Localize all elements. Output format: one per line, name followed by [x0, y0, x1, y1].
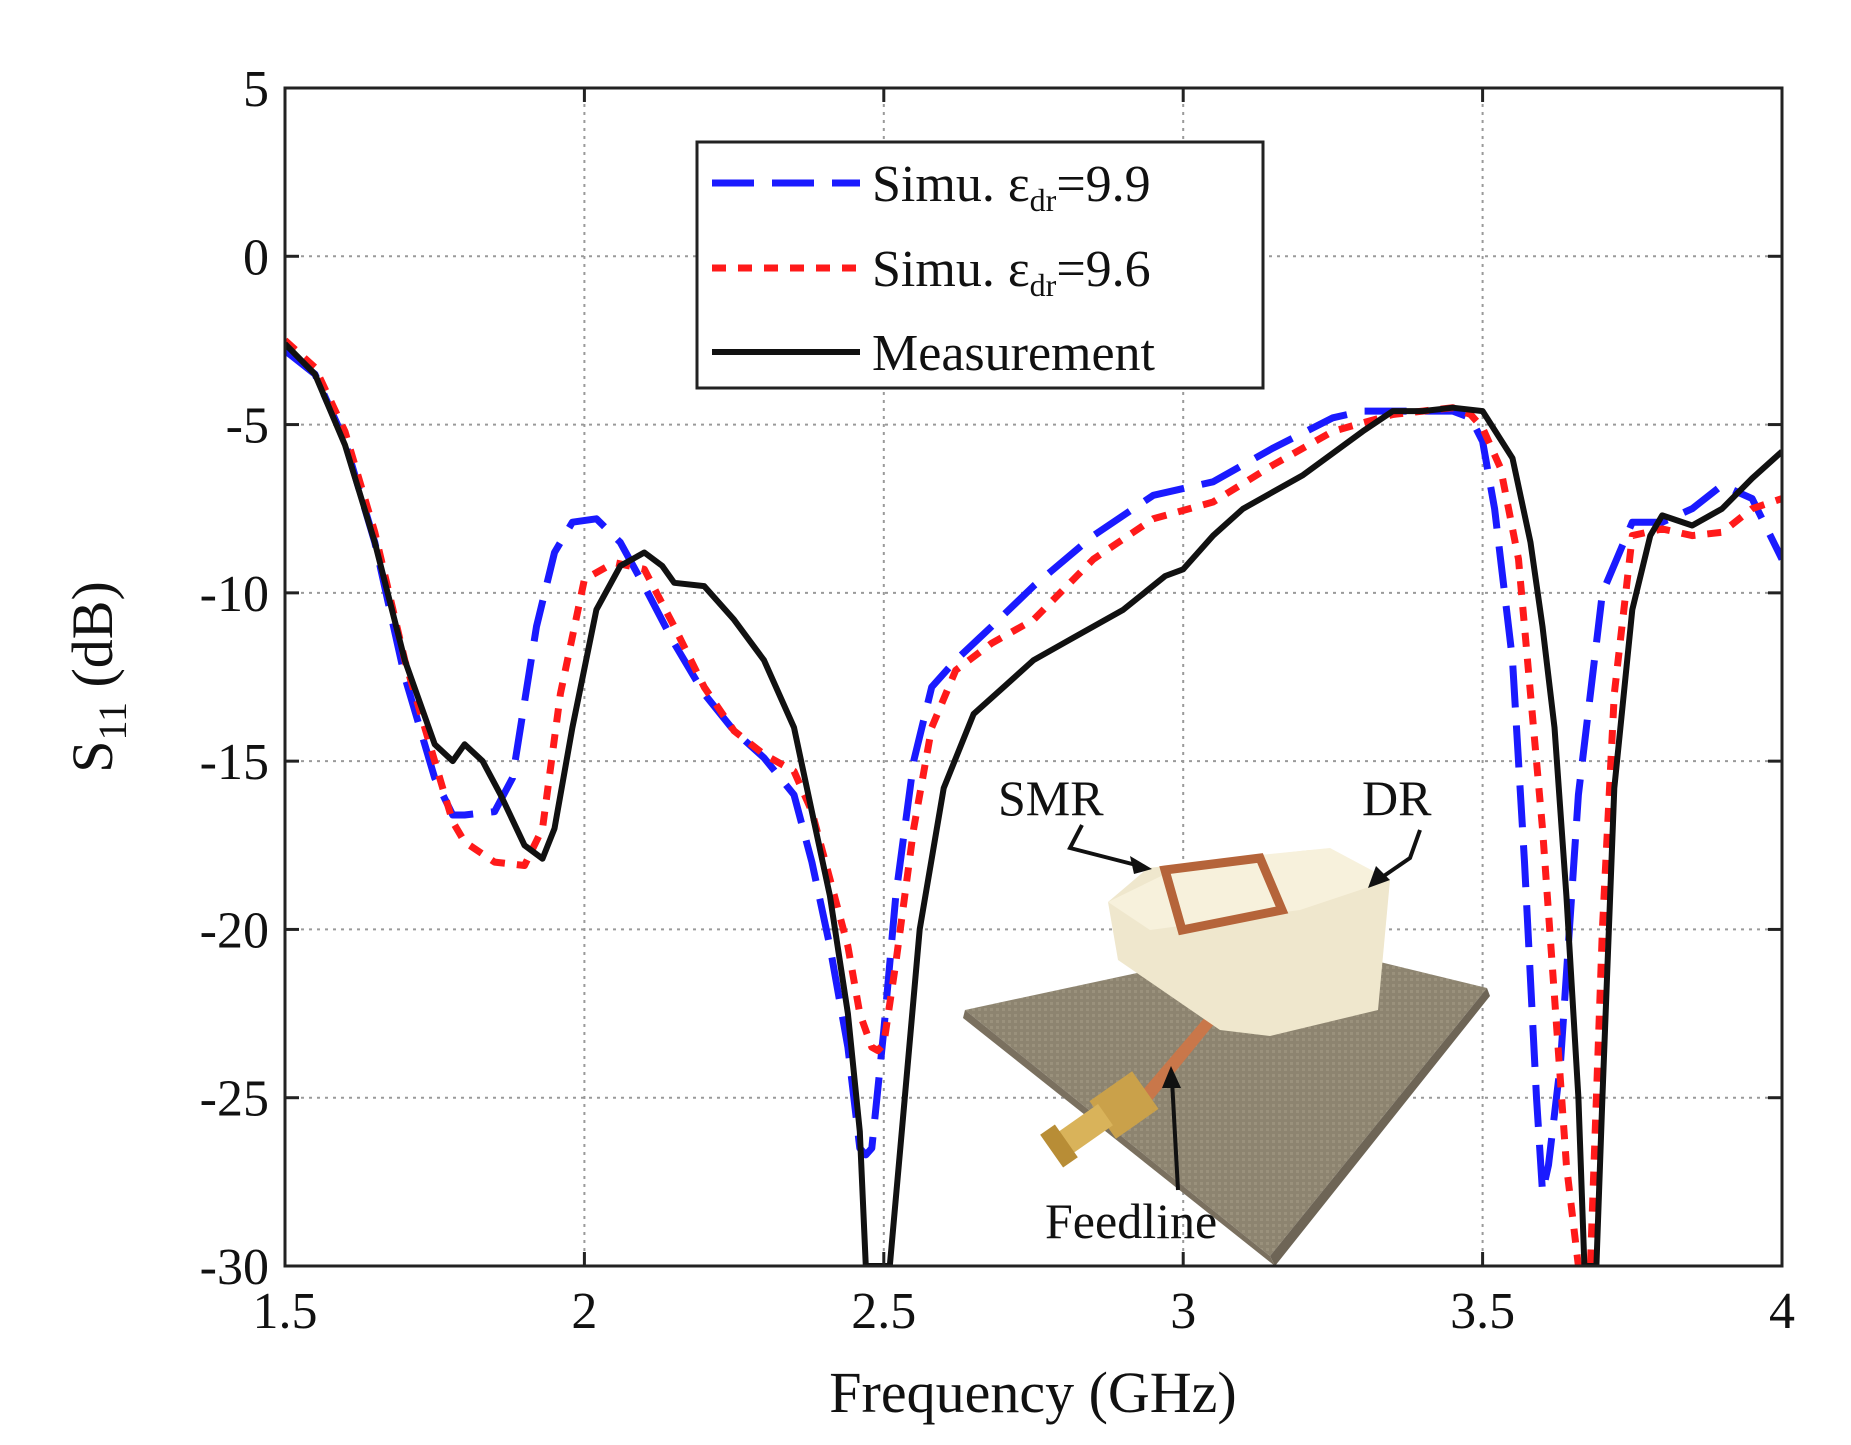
series-group	[285, 337, 1782, 1266]
y-tick-label: -20	[200, 902, 269, 959]
series-line-2	[285, 337, 1782, 1266]
y-tick-label: -5	[226, 398, 269, 455]
legend-label-sub: dr	[1030, 182, 1057, 218]
legend-label-tail: =9.9	[1056, 156, 1150, 213]
x-tick-label: 1.5	[253, 1283, 318, 1340]
series-line-3	[285, 341, 1782, 1266]
y-tick-label: -25	[200, 1071, 269, 1128]
feedline-arrow	[1170, 1079, 1180, 1191]
dr-label: DR	[1362, 770, 1432, 826]
y-tick-label: -15	[200, 734, 269, 791]
feedline-label: Feedline	[1045, 1193, 1217, 1249]
y-axis-title: S11 (dB)	[60, 581, 135, 773]
x-tick-label: 3	[1170, 1283, 1196, 1340]
antenna-photo-inset: SMR DR Feedline	[963, 770, 1490, 1266]
legend-label-3: Measurement	[872, 325, 1156, 382]
legend-label-tail: =9.6	[1056, 241, 1150, 298]
legend-label-sub: dr	[1030, 267, 1057, 303]
y-axis-title-unit: (dB)	[60, 581, 125, 702]
x-axis-title: Frequency (GHz)	[829, 1360, 1236, 1425]
axes-frame	[283, 86, 1784, 1268]
y-tick-label: -10	[200, 566, 269, 623]
dr-arrow	[1376, 829, 1422, 882]
smr-label: SMR	[998, 770, 1104, 826]
y-tick-label: -30	[200, 1239, 269, 1296]
x-tick-label: 2	[571, 1283, 597, 1340]
grid	[285, 88, 1782, 1266]
legend-label-main: Simu. ε	[872, 241, 1030, 298]
series-line-1	[285, 347, 1782, 1196]
y-tick-label: 5	[243, 61, 269, 118]
x-tick-label: 4	[1769, 1283, 1795, 1340]
x-tick-label: 2.5	[851, 1283, 916, 1340]
y-tick-label: 0	[243, 229, 269, 286]
substrate-board	[965, 940, 1487, 1256]
ticks: 1.5 2 2.5 3 3.5 4 5 0 -5 -10 -15 -20 -25 -30	[200, 61, 1795, 1340]
smr-ring	[1159, 853, 1289, 936]
feedline-strip	[1124, 1002, 1232, 1115]
legend-label-2: Simu. εdr=9.6	[872, 241, 1151, 303]
x-tick-label: 3.5	[1450, 1283, 1515, 1340]
legend-label-main: Simu. ε	[872, 156, 1030, 213]
y-axis-title-sub: 11	[90, 702, 135, 741]
y-axis-title-main: S	[60, 741, 125, 773]
legend-label-main: Measurement	[872, 325, 1156, 382]
legend-label-1: Simu. εdr=9.9	[872, 156, 1151, 218]
sma-connector	[1040, 1071, 1159, 1168]
smr-arrow	[1067, 824, 1141, 868]
